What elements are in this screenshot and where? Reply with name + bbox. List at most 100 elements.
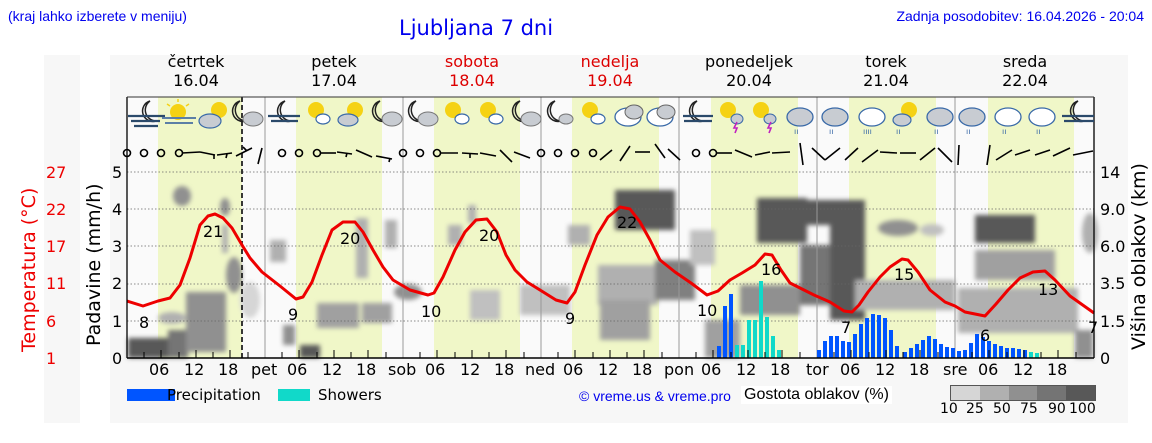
hour-tick-label: 12 bbox=[736, 360, 757, 379]
scale-label: 50 bbox=[993, 401, 1011, 417]
day-tick-label: sre bbox=[943, 360, 968, 379]
precip-tick: 3 bbox=[112, 237, 123, 256]
cloud-tick: 1.5 bbox=[1100, 312, 1126, 331]
sun-thunderstorm-icon bbox=[720, 102, 744, 134]
hour-tick-label: 18 bbox=[218, 360, 239, 379]
hour-tick-label: 06 bbox=[149, 360, 170, 379]
cloud-density-legend-title: Gostota oblakov (%) bbox=[741, 386, 892, 404]
temperature-line bbox=[126, 205, 1095, 318]
day-tick-label: pon bbox=[664, 360, 695, 379]
sun-cloud-icon bbox=[337, 102, 363, 127]
scale-swatch bbox=[979, 386, 1009, 400]
svg-text:22: 22 bbox=[617, 213, 637, 232]
showers-legend-swatch bbox=[278, 389, 310, 401]
moon-cloud-icon bbox=[371, 100, 403, 127]
hour-tick-label: 12 bbox=[460, 360, 481, 379]
sun-rain-icon: ıı bbox=[892, 102, 917, 136]
precipitation-legend-label: Precipitation bbox=[167, 386, 261, 404]
wind-barbs-row bbox=[122, 142, 1094, 166]
precip-tick: 0 bbox=[112, 349, 123, 368]
rain-cloud-icon: ıı bbox=[1028, 107, 1056, 136]
hour-tick-label: 18 bbox=[909, 360, 930, 379]
scale-label: 25 bbox=[966, 401, 984, 417]
svg-text:6: 6 bbox=[980, 326, 990, 345]
svg-text:ıı: ıı bbox=[896, 127, 900, 136]
region-menu-hint[interactable]: (kraj lahko izberete v meniju) bbox=[8, 8, 187, 24]
hour-tick-label: 18 bbox=[356, 360, 377, 379]
horizontal-gridlines bbox=[127, 171, 1094, 322]
hour-tick-label: 12 bbox=[184, 360, 205, 379]
svg-text:ıı: ıı bbox=[1036, 127, 1040, 136]
svg-text:ıı: ıı bbox=[966, 127, 970, 136]
x-axis-labels: 06 12 18 pet 06 12 18 sob 06 12 18 ned 0… bbox=[0, 360, 1152, 382]
moon-cloud-icon bbox=[546, 100, 574, 125]
precip-tick: 2 bbox=[112, 274, 123, 293]
hour-tick-label: 18 bbox=[770, 360, 791, 379]
cloud-density-scale bbox=[950, 385, 1096, 401]
cloud-tick: 9.0 bbox=[1100, 200, 1126, 219]
svg-text:ıı: ıı bbox=[934, 127, 938, 136]
rain-cloud-icon: ıı bbox=[994, 107, 1022, 136]
hour-tick-label: 06 bbox=[287, 360, 308, 379]
svg-text:10: 10 bbox=[697, 301, 717, 320]
day-headers: četrtek 16.04 petek 17.04 sobota 18.04 nede… bbox=[0, 52, 1152, 92]
day-separators bbox=[264, 97, 956, 358]
day-header-thu: četrtek 16.04 bbox=[167, 52, 225, 90]
precip-tick: 5 bbox=[112, 163, 123, 182]
shower-bars bbox=[735, 281, 1039, 358]
page-title: Ljubljana 7 dni bbox=[399, 16, 554, 40]
moon-fog-icon bbox=[128, 100, 165, 128]
scale-label: 90 bbox=[1048, 401, 1066, 417]
svg-text:20: 20 bbox=[340, 229, 360, 248]
svg-text:ıı: ıı bbox=[1002, 127, 1006, 136]
hour-tick-label: 06 bbox=[978, 360, 999, 379]
svg-text:10: 10 bbox=[421, 302, 441, 321]
day-header-fri: petek 17.04 bbox=[311, 52, 357, 90]
moon-fog-icon bbox=[268, 100, 300, 123]
day-header-wed: sreda 22.04 bbox=[1002, 52, 1048, 90]
sun-cloud-icon bbox=[445, 102, 470, 125]
temp-tick: 17 bbox=[46, 237, 67, 256]
temp-axis-panel bbox=[44, 55, 80, 423]
scale-swatch bbox=[1066, 386, 1095, 400]
svg-text:ıııı: ıııı bbox=[863, 127, 872, 136]
svg-text:9: 9 bbox=[565, 309, 575, 328]
svg-text:15: 15 bbox=[894, 265, 914, 284]
precip-tick: 1 bbox=[112, 312, 123, 331]
temp-tick: 27 bbox=[46, 163, 67, 182]
cloud-density-layer bbox=[128, 186, 1098, 358]
svg-text:ıı: ıı bbox=[829, 127, 833, 136]
day-tick-label: sob bbox=[388, 360, 417, 379]
hour-tick-label: 06 bbox=[425, 360, 446, 379]
day-tick-label: ned bbox=[525, 360, 556, 379]
hour-tick-label: 06 bbox=[840, 360, 861, 379]
sun-fog-icon bbox=[162, 99, 196, 124]
moon-cloud-icon bbox=[511, 100, 542, 127]
svg-text:9: 9 bbox=[288, 305, 298, 324]
cloudy-icon bbox=[614, 104, 644, 127]
svg-text:16: 16 bbox=[761, 260, 781, 279]
scale-swatch bbox=[951, 386, 980, 400]
hour-tick-label: 18 bbox=[1047, 360, 1068, 379]
temp-tick: 6 bbox=[46, 312, 57, 331]
scale-label: 75 bbox=[1020, 401, 1038, 417]
scale-label: 100 bbox=[1069, 401, 1096, 417]
sun-cloud-icon bbox=[198, 102, 227, 129]
precipitation-legend-swatch bbox=[127, 389, 175, 401]
hour-tick-label: 12 bbox=[875, 360, 896, 379]
day-header-tue: torek 21.04 bbox=[863, 52, 909, 90]
hour-tick-label: 06 bbox=[563, 360, 584, 379]
cloud-tick: 14 bbox=[1100, 163, 1121, 182]
sun-cloud-icon bbox=[308, 102, 331, 125]
copyright-link[interactable]: © vreme.us & vreme.pro bbox=[579, 388, 731, 404]
precip-tick: 4 bbox=[112, 200, 123, 219]
rain-cloud-icon: ıı bbox=[786, 107, 814, 136]
rain-cloud-icon: ıı bbox=[958, 107, 986, 136]
scale-label: 10 bbox=[940, 401, 958, 417]
hour-tick-marks bbox=[143, 350, 1077, 358]
hour-tick-label: 18 bbox=[494, 360, 515, 379]
hour-tick-label: 12 bbox=[322, 360, 343, 379]
hour-tick-label: 12 bbox=[598, 360, 619, 379]
hour-tick-label: 18 bbox=[632, 360, 653, 379]
